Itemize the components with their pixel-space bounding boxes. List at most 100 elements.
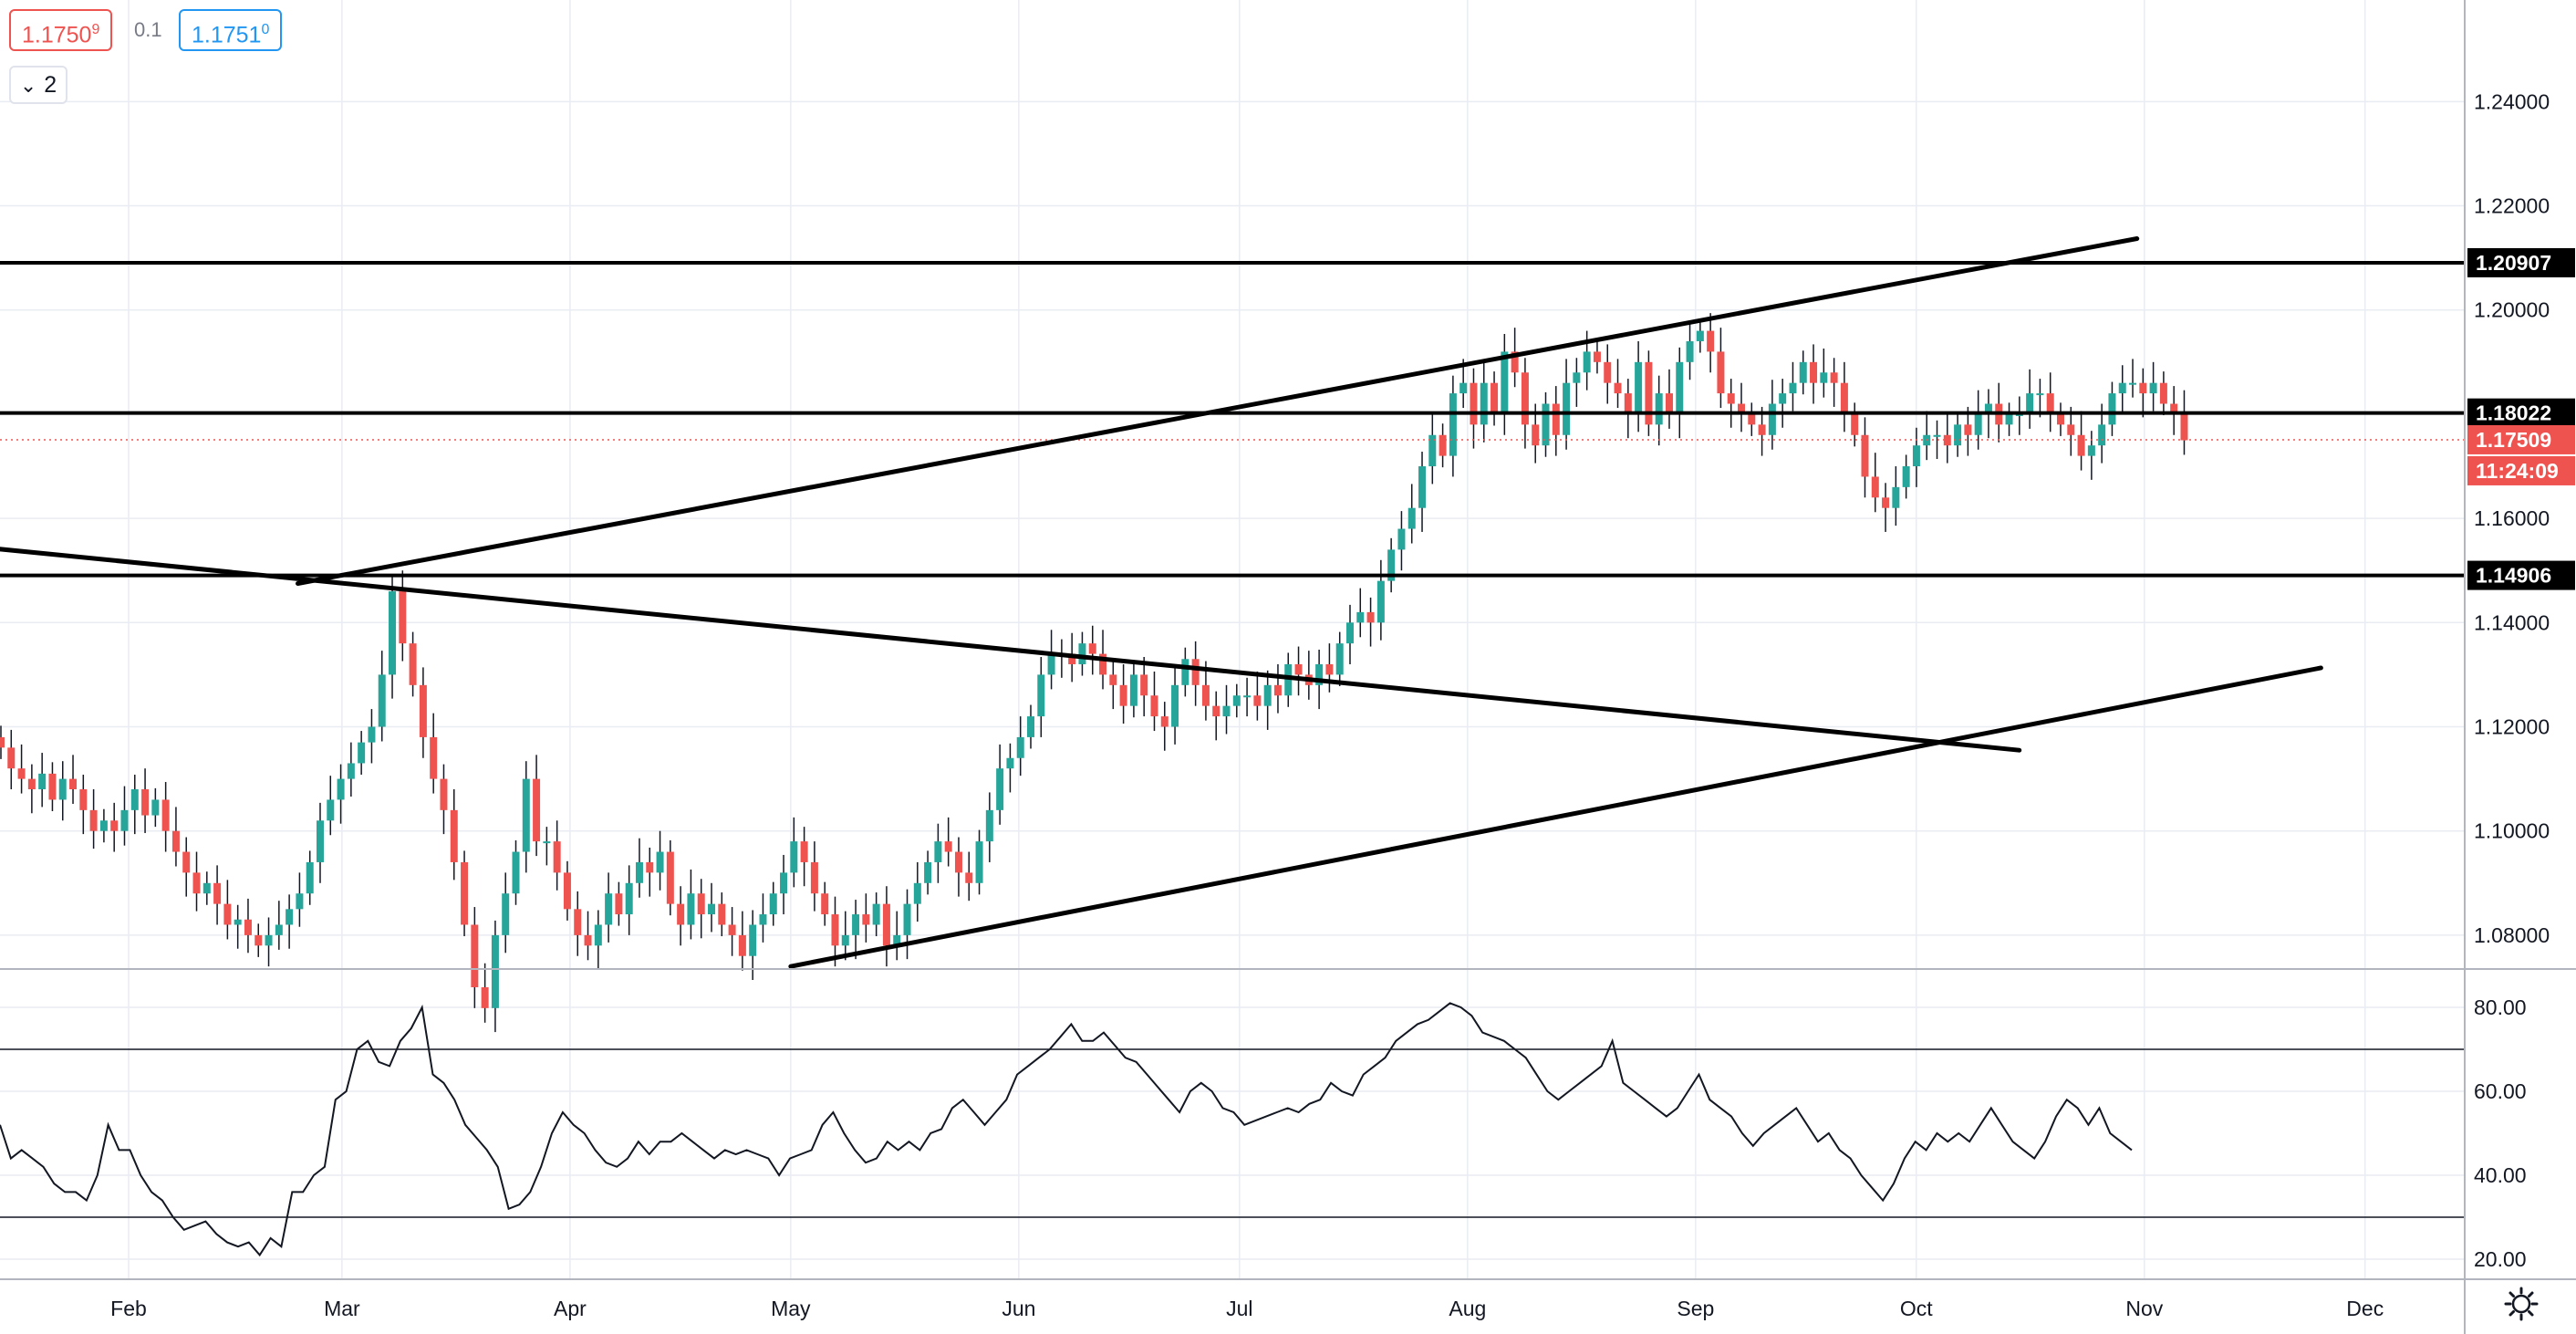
candle-body (1449, 393, 1457, 456)
horizontal-levels[interactable] (0, 260, 2465, 578)
candle-body (728, 924, 736, 935)
candle-body (1686, 340, 1694, 362)
ask-price: 1.1751 (192, 22, 262, 48)
candle-body (1345, 622, 1354, 644)
candle-body (1376, 580, 1385, 623)
candle-body (2098, 424, 2106, 446)
candle-body (89, 809, 98, 831)
candle-body (1830, 372, 1838, 383)
candle-body (749, 924, 757, 956)
candle-body (461, 861, 469, 925)
candle-body (1068, 653, 1076, 664)
candle-body (2005, 413, 2013, 425)
candle-body (1335, 643, 1344, 675)
x-tick-label: Sep (1677, 1297, 1714, 1320)
candle-body (841, 934, 849, 946)
candle-body (1088, 643, 1096, 654)
candle-body (522, 778, 530, 852)
trendline[interactable] (0, 539, 2022, 753)
candle-body (924, 861, 932, 883)
candle-body (1933, 434, 1941, 437)
candle-body (790, 841, 798, 873)
candle-body (780, 872, 788, 894)
candle-body (821, 893, 829, 915)
candle-body (697, 893, 705, 915)
candle-body (1768, 403, 1776, 435)
candle-body (769, 893, 777, 915)
candle-body (171, 830, 180, 852)
candle-body (605, 893, 613, 925)
candle-body (27, 778, 36, 790)
candle-body (244, 919, 252, 935)
candle-body (584, 934, 592, 946)
candle-body (1635, 361, 1643, 414)
ask-price-box[interactable]: 1.17510 (179, 9, 283, 51)
candle-body (1552, 403, 1560, 435)
candle-body (358, 742, 366, 764)
candle-body (512, 851, 520, 894)
candle-body (2087, 445, 2095, 456)
candle-body (1593, 351, 1601, 362)
candle-body (2026, 393, 2034, 414)
candle-body (708, 903, 716, 915)
candle-body (378, 674, 386, 727)
candle-body (203, 882, 211, 894)
bid-price-superscript: 9 (91, 22, 100, 37)
candle-body (2118, 382, 2126, 394)
candle-body (996, 768, 1004, 810)
candle-body (1119, 684, 1127, 706)
trendline[interactable] (295, 236, 2140, 586)
candle-body (1696, 330, 1704, 341)
candle-body (7, 747, 16, 769)
x-tick-label: Oct (1900, 1297, 1933, 1320)
candle-body (2108, 393, 2116, 425)
interval-label: 2 (44, 72, 57, 98)
candle-body (934, 841, 942, 862)
candle-body (1542, 403, 1550, 446)
x-tick-label: Nov (2125, 1297, 2163, 1320)
candle-body (1016, 736, 1024, 758)
candle-body (1665, 393, 1673, 414)
gear-icon[interactable] (2501, 1284, 2541, 1324)
candle-body (151, 799, 160, 816)
trendline[interactable] (788, 665, 2323, 969)
candle-body (1325, 663, 1334, 675)
candle-body (130, 789, 139, 810)
candle-body (1439, 434, 1447, 456)
candle-body (79, 789, 88, 810)
candle-body (1294, 663, 1303, 675)
candle-body (1789, 382, 1797, 394)
bid-price: 1.1750 (22, 22, 92, 48)
candle-body (1078, 643, 1086, 664)
candle-body (471, 924, 479, 987)
bid-price-box[interactable]: 1.17509 (9, 9, 113, 51)
grid-lines (0, 0, 2465, 1279)
candle-body (2046, 393, 2054, 414)
candle-body (1140, 674, 1148, 696)
trendlines[interactable] (0, 236, 2323, 969)
candle-body (625, 882, 633, 915)
candle-body (1407, 507, 1416, 529)
candle-body (2180, 413, 2188, 441)
candle-body (2077, 434, 2085, 456)
candle-body (1563, 382, 1571, 435)
candle-body (1583, 351, 1591, 373)
candle-body (594, 924, 602, 946)
candle-body (852, 914, 860, 935)
candle-body (759, 914, 767, 925)
candle-body (1366, 611, 1375, 623)
candle-body (1984, 403, 1992, 414)
x-tick-label: Jul (1226, 1297, 1252, 1320)
candle-body (810, 861, 818, 894)
candle-body (502, 893, 510, 935)
interval-toggle-button[interactable]: ⌄ 2 (9, 66, 68, 104)
candle-body (481, 986, 489, 1008)
candle-body (1459, 382, 1468, 394)
x-tick-label: Feb (110, 1297, 147, 1320)
candle-body (419, 684, 427, 737)
candle-body (975, 841, 983, 883)
candle-body (1779, 393, 1787, 404)
price-tick-label: 1.08000 (2474, 923, 2550, 947)
candle-body (1871, 476, 1879, 498)
